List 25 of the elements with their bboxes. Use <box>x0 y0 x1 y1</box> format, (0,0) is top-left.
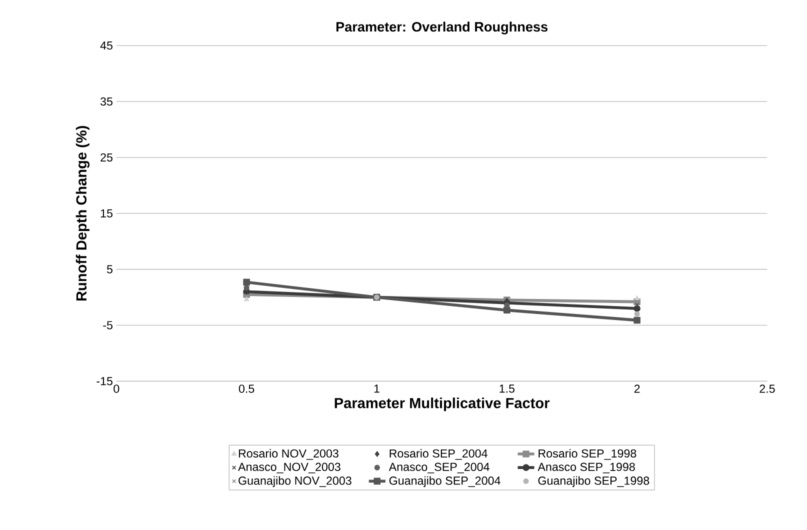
x-tick-label: 0 <box>114 384 120 394</box>
x-tick-label: 2.5 <box>760 384 775 394</box>
y-tick-label: 5 <box>106 265 112 274</box>
y-tick-label: -15 <box>96 377 112 386</box>
legend-label: Rosario SEP_2004 <box>390 449 488 460</box>
y-tick-label: 15 <box>100 210 112 218</box>
x-tick-label: 0.5 <box>238 384 254 394</box>
y-axis-title: Runoff Depth Change (%) <box>76 126 90 301</box>
y-tick-label: -5 <box>103 321 112 330</box>
legend-label: Anasco SEP_1998 <box>538 462 635 474</box>
y-tick-label: 35 <box>100 98 112 106</box>
legend-label: Rosario NOV_2003 <box>238 449 338 460</box>
y-tick-label: 45 <box>100 42 112 50</box>
legend-label: Anasco_NOV_2003 <box>238 462 340 474</box>
legend-label: Guanajibo SEP_2004 <box>389 476 500 488</box>
x-tick-label: 1 <box>374 384 380 393</box>
legend-label: Rosario SEP_1998 <box>538 449 636 460</box>
x-tick-label: 1.5 <box>500 384 514 393</box>
legend-label: Guanajibo NOV_2003 <box>238 476 352 488</box>
chart-title: Parameter: Overland Roughness <box>336 22 548 35</box>
x-tick-label: 2 <box>634 384 640 393</box>
x-axis-title: Parameter Multiplicative Factor <box>334 398 550 412</box>
legend-label: Anasco_SEP_2004 <box>388 462 490 474</box>
legend-label: Guanajibo SEP_1998 <box>538 476 650 488</box>
y-tick-label: 25 <box>100 154 112 162</box>
